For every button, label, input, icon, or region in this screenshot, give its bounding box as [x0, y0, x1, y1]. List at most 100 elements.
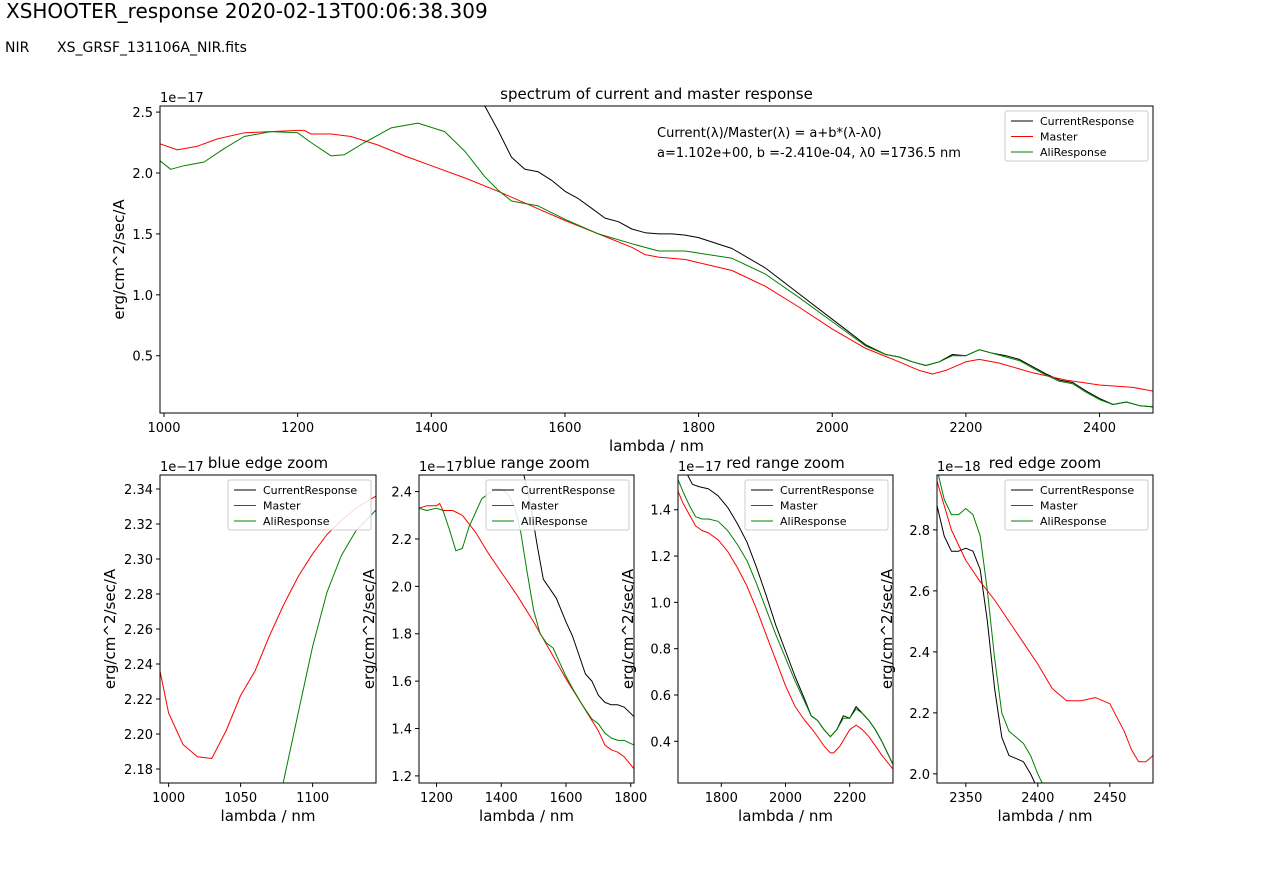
- y-offset-label: 1e−18: [937, 460, 981, 475]
- y-tick-label: 2.4: [391, 486, 412, 501]
- chart-panel-2: 1200 1400 1600 1800 1.2 1.4 1.6 1.8 2.0 2.2 2.4 1e−…: [360, 454, 647, 825]
- chart-panels: 1000 1200 1400 1600 1800 2000 2200 2400 0.5 1.0 1.…: [101, 85, 1154, 825]
- y-tick-label: 1.2: [391, 770, 412, 785]
- legend-box: [1004, 110, 1149, 162]
- y-tick-label: 2.30: [124, 553, 153, 568]
- legend-label: Master: [521, 500, 559, 513]
- legend-label: Master: [263, 500, 301, 513]
- legend-label: AliResponse: [521, 515, 588, 528]
- legend-label: AliResponse: [780, 515, 847, 528]
- x-tick-label: 1000: [147, 421, 180, 436]
- y-axis-label: erg/cm^2/sec/A: [619, 568, 637, 689]
- plot-frame: [159, 105, 1154, 414]
- legend-box: [1004, 479, 1149, 531]
- x-tick-label: 1600: [549, 791, 582, 806]
- series-line-master: [160, 495, 376, 759]
- y-tick-label: 2.5: [132, 106, 153, 121]
- series-line-aliresponse: [160, 122, 1153, 408]
- legend-box: [744, 479, 889, 531]
- x-tick-label: 2450: [1093, 791, 1126, 806]
- x-tick-label: 2400: [1083, 421, 1116, 436]
- x-tick-label: 1200: [420, 791, 453, 806]
- legend-label: AliResponse: [1040, 515, 1107, 528]
- y-tick-label: 1.5: [132, 228, 153, 243]
- legend: CurrentResponse Master AliResponse: [1004, 110, 1149, 162]
- figure-title: XSHOOTER_response 2020-02-13T00:06:38.30…: [6, 0, 488, 23]
- chart-title: blue range zoom: [463, 454, 589, 472]
- series-line-master: [937, 480, 1153, 763]
- y-tick-label: 0.6: [650, 689, 671, 704]
- legend-label: AliResponse: [1040, 146, 1107, 159]
- y-tick-label: 0.4: [650, 735, 671, 750]
- legend-label: CurrentResponse: [780, 484, 874, 497]
- y-tick-label: 1.4: [391, 723, 412, 738]
- x-tick-label: 1050: [224, 791, 257, 806]
- chart-panel-3: 1800 2000 2200 0.4 0.6 0.8 1.0 1.2 1.4 1e−17 red r…: [619, 454, 894, 825]
- x-tick-label: 1100: [296, 791, 329, 806]
- chart-panel-1: 1000 1050 1100 2.18 2.20 2.22 2.24 2.26 2.28 2.30…: [101, 454, 377, 825]
- legend-box: [485, 479, 630, 531]
- y-offset-label: 1e−17: [678, 460, 722, 475]
- y-tick-label: 2.22: [124, 693, 153, 708]
- legend-box: [227, 479, 372, 531]
- y-tick-label: 0.8: [650, 643, 671, 658]
- y-tick-label: 2.26: [124, 623, 153, 638]
- legend-label: AliResponse: [263, 515, 330, 528]
- series-line-currentresponse: [687, 475, 893, 765]
- x-tick-label: 2000: [816, 421, 849, 436]
- y-tick-label: 2.18: [124, 763, 153, 778]
- series-line-master: [160, 129, 1153, 392]
- y-tick-label: 1.8: [391, 628, 412, 643]
- y-tick-label: 2.20: [124, 728, 153, 743]
- filename-label: XS_GRSF_131106A_NIR.fits: [57, 40, 247, 56]
- y-offset-label: 1e−17: [160, 91, 204, 106]
- x-tick-label: 1200: [281, 421, 314, 436]
- x-tick-label: 1000: [152, 791, 185, 806]
- y-tick-label: 2.32: [124, 518, 153, 533]
- y-axis-label: erg/cm^2/sec/A: [878, 568, 896, 689]
- series-line-currentresponse: [523, 475, 634, 718]
- x-axis-label: lambda / nm: [738, 807, 833, 825]
- y-tick-label: 1.4: [650, 504, 671, 519]
- legend: CurrentResponse Master AliResponse: [485, 479, 630, 531]
- x-tick-label: 1800: [682, 421, 715, 436]
- x-axis-label: lambda / nm: [998, 807, 1093, 825]
- chart-title: red edge zoom: [989, 454, 1101, 472]
- y-tick-label: 2.4: [909, 646, 930, 661]
- y-offset-label: 1e−17: [160, 460, 204, 475]
- y-axis-label: erg/cm^2/sec/A: [101, 568, 119, 689]
- arm-label: NIR: [5, 40, 30, 56]
- y-tick-label: 2.24: [124, 658, 153, 673]
- y-tick-label: 1.0: [650, 596, 671, 611]
- x-axis-label: lambda / nm: [609, 437, 704, 455]
- x-axis-label: lambda / nm: [479, 807, 574, 825]
- legend-label: CurrentResponse: [1040, 484, 1134, 497]
- x-tick-label: 2400: [1021, 791, 1054, 806]
- y-tick-label: 2.0: [132, 167, 153, 182]
- series-line-currentresponse: [937, 505, 1036, 783]
- legend: CurrentResponse Master AliResponse: [227, 479, 372, 531]
- y-tick-label: 2.2: [909, 707, 930, 722]
- y-tick-label: 2.34: [124, 483, 153, 498]
- y-tick-label: 1.2: [650, 550, 671, 565]
- series-line-aliresponse: [678, 479, 893, 765]
- legend-label: CurrentResponse: [1040, 115, 1134, 128]
- series-line-currentresponse: [484, 106, 1153, 408]
- x-axis-label: lambda / nm: [221, 807, 316, 825]
- x-tick-label: 1800: [705, 791, 738, 806]
- chart-panel-0: 1000 1200 1400 1600 1800 2000 2200 2400 0.5 1.0 1.…: [110, 85, 1154, 455]
- series-line-aliresponse: [419, 488, 634, 746]
- y-tick-label: 0.5: [132, 350, 153, 365]
- x-tick-label: 2200: [833, 791, 866, 806]
- y-tick-label: 2.2: [391, 533, 412, 548]
- chart-title: spectrum of current and master response: [500, 85, 813, 103]
- legend-label: Master: [780, 500, 818, 513]
- chart-panel-4: 2350 2400 2450 2.0 2.2 2.4 2.6 2.8 1e−18 red edge…: [878, 454, 1154, 825]
- plot-frame: [936, 474, 1154, 784]
- legend-label: CurrentResponse: [521, 484, 615, 497]
- x-tick-label: 1600: [548, 421, 581, 436]
- y-tick-label: 1.0: [132, 289, 153, 304]
- x-tick-label: 1800: [614, 791, 647, 806]
- y-tick-label: 2.0: [391, 580, 412, 595]
- chart-title: red range zoom: [726, 454, 845, 472]
